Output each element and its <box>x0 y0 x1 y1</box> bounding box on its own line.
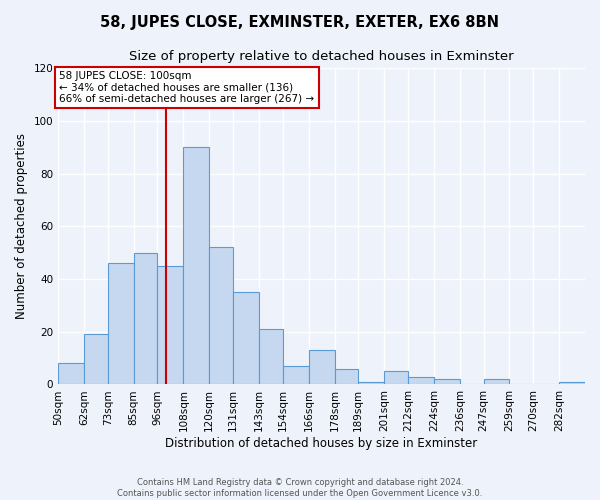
Y-axis label: Number of detached properties: Number of detached properties <box>15 134 28 320</box>
Bar <box>358 382 384 384</box>
Text: 58, JUPES CLOSE, EXMINSTER, EXETER, EX6 8BN: 58, JUPES CLOSE, EXMINSTER, EXETER, EX6 … <box>101 15 499 30</box>
Bar <box>184 148 209 384</box>
Bar <box>335 368 358 384</box>
Bar <box>209 248 233 384</box>
Bar <box>108 264 134 384</box>
Bar <box>134 252 157 384</box>
Bar <box>259 329 283 384</box>
Bar <box>84 334 108 384</box>
Bar <box>308 350 335 384</box>
Bar <box>233 292 259 384</box>
Bar <box>157 266 184 384</box>
Bar <box>408 376 434 384</box>
X-axis label: Distribution of detached houses by size in Exminster: Distribution of detached houses by size … <box>166 437 478 450</box>
Bar <box>58 364 84 384</box>
Title: Size of property relative to detached houses in Exminster: Size of property relative to detached ho… <box>129 50 514 63</box>
Bar <box>484 379 509 384</box>
Bar <box>434 379 460 384</box>
Text: 58 JUPES CLOSE: 100sqm
← 34% of detached houses are smaller (136)
66% of semi-de: 58 JUPES CLOSE: 100sqm ← 34% of detached… <box>59 71 314 104</box>
Bar <box>283 366 308 384</box>
Bar <box>384 372 408 384</box>
Bar <box>559 382 585 384</box>
Text: Contains HM Land Registry data © Crown copyright and database right 2024.
Contai: Contains HM Land Registry data © Crown c… <box>118 478 482 498</box>
